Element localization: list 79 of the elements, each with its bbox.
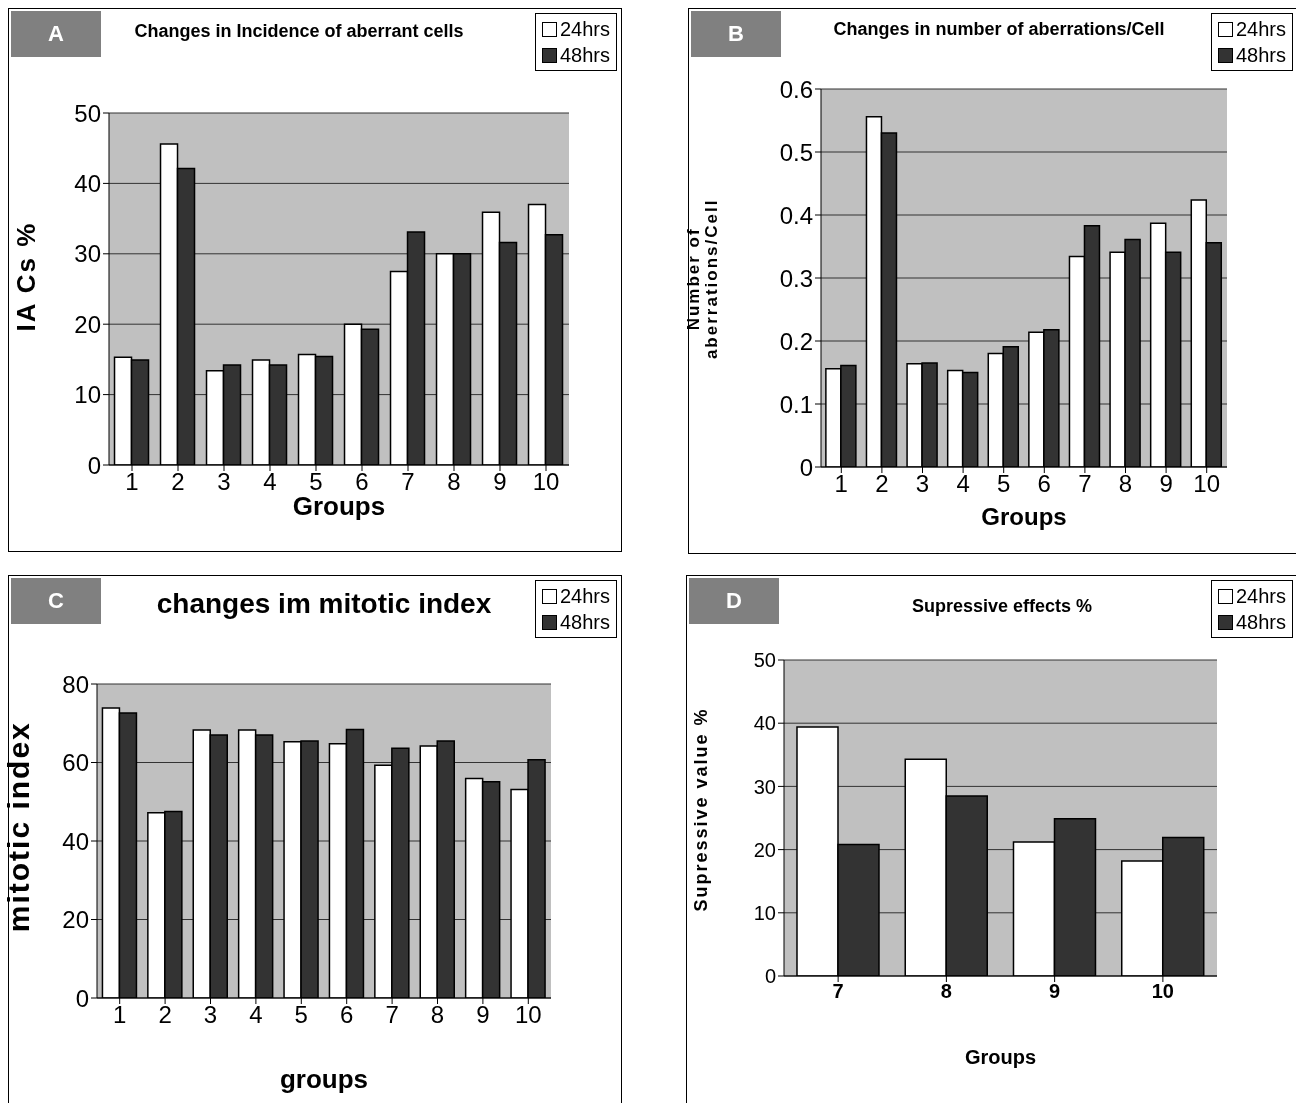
y-tick-label: 0 [87,451,101,479]
x-tick-label: 4 [249,1001,263,1029]
x-tick-label: 8 [430,1001,445,1029]
y-tick-label: 0.1 [779,390,813,418]
y-tick-label: 0 [764,965,776,988]
x-tick-label: 5 [294,1001,308,1029]
x-tick-label: 3 [203,1001,218,1029]
x-axis-title: groups [278,1064,370,1095]
x-tick-label: 1 [834,470,848,498]
x-tick-label: 9 [1159,470,1173,498]
x-tick-label: 10 [1193,470,1221,498]
x-tick-label: 10 [1151,980,1174,1003]
y-tick-label: 50 [753,649,776,672]
x-tick-label: 7 [832,980,844,1003]
legend-label: 24hrs [559,17,610,42]
y-tick-label: 60 [62,749,89,777]
text: B [691,11,781,57]
x-tick-label: 3 [915,470,930,498]
y-tick-label: 0.2 [779,327,813,355]
y-tick-label: 80 [62,670,89,698]
x-tick-label: 4 [956,470,970,498]
x-tick-label: 4 [263,468,277,496]
y-tick-label: 30 [74,240,101,268]
y-tick-label: 0.4 [779,201,813,229]
x-tick-label: 7 [385,1001,399,1029]
y-tick-label: 0 [799,453,813,481]
chart-title: Changes in number of aberrations/Cell [832,19,1166,40]
x-tick-label: 8 [940,980,952,1003]
x-axis-title: Groups [963,1046,1038,1069]
x-tick-label: 7 [1078,470,1092,498]
legend-label: 48hrs [559,610,610,635]
y-tick-label: 40 [62,827,89,855]
y-tick-label: 10 [74,381,101,409]
y-tick-label: 20 [74,310,101,338]
y-tick-label: 50 [74,99,101,127]
x-tick-label: 6 [340,1001,354,1029]
x-tick-label: 1 [113,1001,127,1029]
legend-label: 24hrs [1235,17,1286,42]
x-tick-label: 10 [514,1001,542,1029]
y-tick-label: 0 [75,984,89,1012]
y-tick-label: 30 [753,775,776,798]
legend-label: 48hrs [1235,43,1286,68]
y-axis-title: IA Cs % [11,220,42,334]
x-tick-label: 7 [401,468,415,496]
chart-title: Changes in Incidence of aberrant cells [133,21,465,42]
legend-label: 48hrs [559,43,610,68]
legend-label: 48hrs [1235,610,1286,635]
text: A [11,11,101,57]
x-tick-label: 8 [447,468,461,496]
legend-label: 24hrs [559,584,610,609]
y-tick-label: 20 [62,906,89,934]
y-axis-title: mitotic index [2,720,36,935]
legend-label: 24hrs [1235,584,1286,609]
y-axis-title: Supressive value % [690,706,711,914]
x-tick-label: 10 [532,468,560,496]
text: D [689,578,779,624]
x-tick-label: 6 [1037,470,1051,498]
x-tick-label: 9 [476,1001,490,1029]
x-tick-label: 1 [125,468,139,496]
x-tick-label: 2 [875,470,889,498]
x-tick-label: 2 [158,1001,172,1029]
x-tick-label: 9 [493,468,507,496]
x-axis-title: Groups [980,503,1068,531]
y-tick-label: 0.6 [779,75,813,103]
y-tick-label: 10 [753,901,776,924]
x-tick-label: 9 [1049,980,1061,1003]
y-tick-label: 0.5 [779,138,813,166]
chart-title: Supressive effects % [910,596,1094,617]
x-tick-label: 3 [217,468,231,496]
y-tick-label: 40 [74,169,101,197]
x-tick-label: 5 [997,470,1011,498]
text: C [11,578,101,624]
y-axis-title: Number of aberrations/Cell [684,197,721,362]
y-tick-label: 20 [753,838,776,861]
y-tick-label: 0.3 [779,264,813,292]
x-tick-label: 2 [171,468,185,496]
chart-title: changes im mitotic index [155,588,493,620]
x-tick-label: 8 [1118,470,1133,498]
y-tick-label: 40 [753,712,776,735]
